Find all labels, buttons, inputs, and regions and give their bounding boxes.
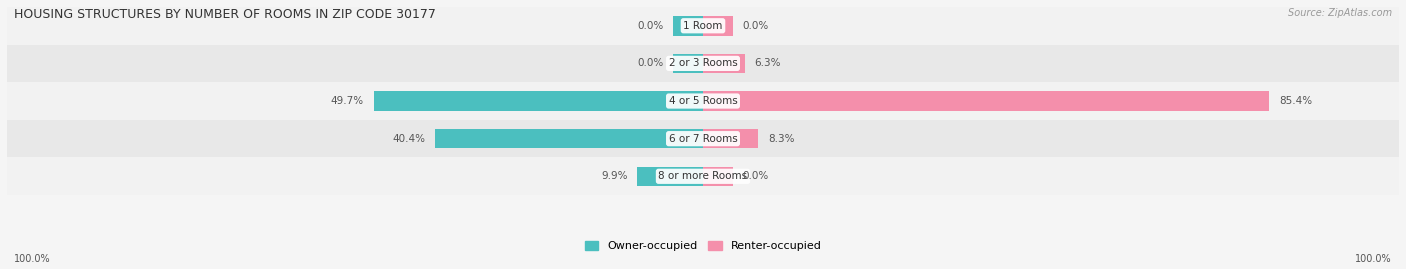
Bar xyxy=(673,54,703,73)
Bar xyxy=(7,82,1399,120)
Text: 4 or 5 Rooms: 4 or 5 Rooms xyxy=(669,96,737,106)
Bar xyxy=(703,167,733,186)
Text: 8 or more Rooms: 8 or more Rooms xyxy=(658,171,748,181)
Bar xyxy=(637,167,703,186)
Text: 100.0%: 100.0% xyxy=(1355,254,1392,264)
Text: 6 or 7 Rooms: 6 or 7 Rooms xyxy=(669,134,737,144)
Text: 2 or 3 Rooms: 2 or 3 Rooms xyxy=(669,58,737,68)
Text: HOUSING STRUCTURES BY NUMBER OF ROOMS IN ZIP CODE 30177: HOUSING STRUCTURES BY NUMBER OF ROOMS IN… xyxy=(14,8,436,21)
Text: 40.4%: 40.4% xyxy=(392,134,425,144)
Text: 85.4%: 85.4% xyxy=(1279,96,1312,106)
Bar xyxy=(436,129,703,148)
Text: 0.0%: 0.0% xyxy=(742,21,769,31)
Text: 0.0%: 0.0% xyxy=(637,21,664,31)
Bar xyxy=(7,157,1399,195)
Text: 6.3%: 6.3% xyxy=(755,58,782,68)
Bar xyxy=(703,54,745,73)
Bar xyxy=(703,91,1270,111)
Bar xyxy=(703,129,758,148)
Bar xyxy=(703,16,733,36)
Text: 0.0%: 0.0% xyxy=(742,171,769,181)
Text: 100.0%: 100.0% xyxy=(14,254,51,264)
Bar xyxy=(374,91,703,111)
Bar xyxy=(7,7,1399,45)
Bar xyxy=(7,120,1399,157)
Text: 1 Room: 1 Room xyxy=(683,21,723,31)
Text: 9.9%: 9.9% xyxy=(600,171,627,181)
Text: Source: ZipAtlas.com: Source: ZipAtlas.com xyxy=(1288,8,1392,18)
Bar xyxy=(7,45,1399,82)
Legend: Owner-occupied, Renter-occupied: Owner-occupied, Renter-occupied xyxy=(581,236,825,256)
Text: 8.3%: 8.3% xyxy=(768,134,794,144)
Text: 0.0%: 0.0% xyxy=(637,58,664,68)
Text: 49.7%: 49.7% xyxy=(330,96,364,106)
Bar xyxy=(673,16,703,36)
